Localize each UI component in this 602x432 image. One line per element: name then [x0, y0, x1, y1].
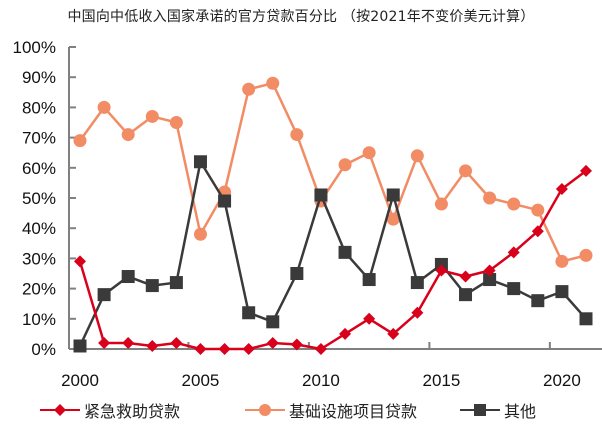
data-point-diamond	[146, 339, 159, 352]
data-point-circle	[555, 254, 569, 268]
series-line	[78, 160, 587, 347]
y-tick-label: 50%	[22, 189, 56, 208]
chart-title: 中国向中低收入国家承诺的官方贷款百分比 （按2021年不变价美元计算）	[67, 9, 535, 25]
data-point-diamond	[339, 327, 352, 340]
y-tick-label: 10%	[22, 310, 56, 329]
data-point-circle	[73, 134, 87, 148]
dark-square-line-icon	[460, 404, 500, 416]
data-point-circle	[145, 109, 159, 123]
data-point-square	[362, 273, 376, 287]
legend-item-infrastructure-loans: 基础设施项目贷款	[245, 398, 417, 422]
data-point-square	[459, 288, 473, 302]
data-point-circle	[434, 197, 448, 211]
data-point-circle	[121, 128, 135, 142]
data-point-diamond	[314, 343, 327, 355]
data-point-square	[579, 312, 593, 326]
data-point-square	[97, 288, 111, 302]
data-point-diamond	[170, 336, 183, 349]
data-point-circle	[266, 76, 280, 90]
data-point-diamond	[387, 327, 400, 340]
data-point-square	[507, 282, 521, 296]
data-point-diamond	[435, 264, 448, 277]
data-point-square	[338, 245, 352, 259]
series-line	[78, 81, 587, 263]
data-point-square	[73, 339, 87, 353]
data-point-square	[193, 155, 207, 169]
legend-label: 紧急救助贷款	[84, 402, 181, 421]
y-tick-label: 60%	[22, 159, 56, 178]
data-point-diamond	[194, 343, 207, 355]
series-line	[78, 169, 587, 351]
y-tick-label: 40%	[22, 219, 56, 238]
legend-item-other: 其他	[460, 398, 536, 422]
data-point-diamond	[74, 255, 86, 268]
data-point-diamond	[266, 336, 279, 349]
data-point-square	[290, 267, 304, 280]
legend-label: 其他	[504, 402, 537, 421]
data-point-square	[555, 285, 569, 299]
y-tick-label: 20%	[22, 280, 56, 299]
data-point-diamond	[98, 336, 111, 349]
data-point-circle	[362, 146, 376, 160]
data-point-circle	[483, 191, 497, 205]
data-point-diamond	[580, 164, 592, 177]
data-point-circle	[386, 212, 400, 226]
data-point-square	[386, 188, 400, 202]
red-diamond-line-icon	[40, 404, 80, 416]
data-point-diamond	[483, 264, 496, 277]
y-tick-label: 90%	[22, 68, 56, 87]
y-tick-label: 100%	[13, 38, 56, 57]
data-point-square	[169, 276, 183, 290]
data-point-circle	[242, 82, 256, 96]
data-point-square	[531, 294, 545, 308]
data-point-square	[121, 270, 135, 284]
data-point-circle	[410, 149, 424, 163]
data-point-circle	[507, 197, 521, 211]
data-point-square	[266, 315, 280, 329]
data-point-circle	[169, 116, 183, 129]
data-point-circle	[193, 227, 207, 241]
data-point-square	[314, 188, 328, 202]
data-point-diamond	[242, 343, 255, 355]
legend-label: 基础设施项目贷款	[289, 402, 418, 421]
line-chart: 0% 10% 20% 30% 40% 50% 60% 70% 80% 90% 100% 2000 200…	[13, 38, 602, 390]
x-tick-label: 2010	[302, 371, 340, 390]
y-tick-label: 0%	[31, 340, 56, 359]
legend-item-emergency-loans: 紧急救助贷款	[40, 398, 180, 422]
x-tick-label: 2005	[182, 371, 220, 390]
x-tick-label: 2020	[543, 371, 581, 390]
y-tick-label: 80%	[22, 98, 56, 117]
data-point-diamond	[122, 336, 135, 349]
data-point-diamond	[411, 306, 424, 319]
data-point-diamond	[290, 338, 303, 351]
data-point-diamond	[363, 312, 376, 325]
y-tick-label: 70%	[22, 129, 56, 148]
data-point-square	[218, 194, 232, 208]
data-point-diamond	[531, 225, 544, 238]
data-point-circle	[459, 164, 473, 178]
data-point-diamond	[555, 182, 568, 195]
data-point-square	[242, 306, 256, 320]
data-point-square	[410, 276, 424, 290]
data-point-diamond	[459, 270, 472, 283]
x-tick-label: 2015	[423, 371, 461, 390]
data-point-diamond	[218, 343, 231, 355]
chart-legend: 紧急救助贷款 基础设施项目贷款 其他	[0, 398, 602, 426]
x-tick-label: 2000	[61, 371, 99, 390]
orange-circle-line-icon	[245, 404, 285, 416]
data-point-diamond	[507, 246, 520, 259]
data-point-square	[434, 257, 448, 271]
y-tick-label: 30%	[22, 249, 56, 268]
data-point-square	[483, 273, 497, 287]
data-point-square	[145, 279, 159, 293]
data-point-circle	[97, 100, 111, 114]
data-point-circle	[290, 128, 304, 142]
data-point-circle	[338, 158, 352, 172]
data-point-circle	[579, 248, 593, 262]
data-point-circle	[531, 203, 545, 217]
